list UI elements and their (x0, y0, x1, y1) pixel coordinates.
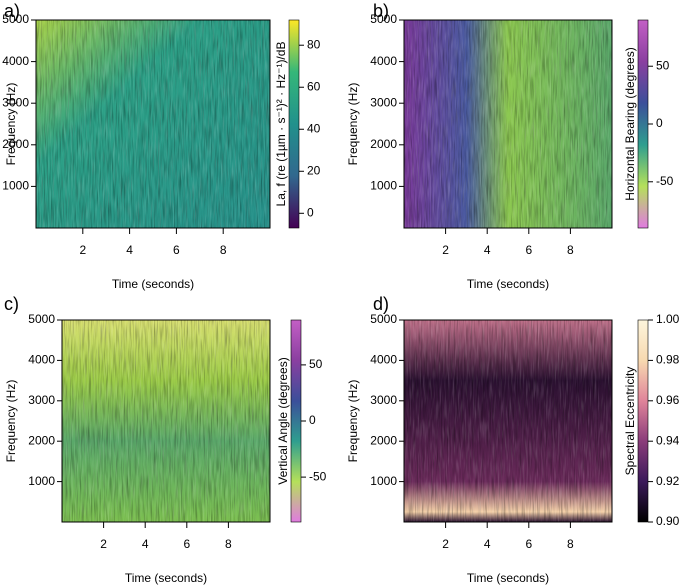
x-tick-label: 4 (484, 243, 491, 257)
x-tick-label: 4 (142, 537, 149, 551)
colorbar-tick-label: 0.96 (656, 393, 680, 407)
panel: c) 2 4 6 8 1000 2000 3000 4000 5000 Time (seconds)… (4, 294, 327, 585)
y-tick-label: 1000 (370, 474, 397, 488)
panel-label: c) (4, 294, 19, 314)
colorbar-tick-label: -50 (656, 174, 674, 188)
colorbar (290, 319, 302, 523)
y-tick-label: 3000 (370, 95, 397, 109)
x-tick-label: 8 (567, 243, 574, 257)
y-tick-label: 4000 (370, 353, 397, 367)
x-axis-label: Time (seconds) (112, 277, 194, 291)
y-tick-label: 5000 (2, 12, 29, 26)
colorbar-tick-label: 0 (656, 116, 663, 130)
y-axis-label: Frequency (Hz) (4, 83, 18, 166)
x-tick-label: 6 (525, 537, 532, 551)
x-axis-label: Time (seconds) (467, 277, 549, 291)
colorbar-tick-label: 0.90 (656, 514, 680, 528)
y-tick-label: 4000 (2, 54, 29, 68)
colorbar-label: Spectral Eccentricity (623, 367, 637, 476)
panel: d) 2 4 6 8 1000 2000 3000 4000 5000 Time (seconds)… (346, 294, 680, 585)
y-tick-label: 2000 (28, 433, 55, 447)
y-tick-label: 4000 (28, 353, 55, 367)
colorbar (288, 19, 300, 229)
x-tick-label: 4 (484, 537, 491, 551)
colorbar-tick-label: 0 (307, 205, 314, 219)
spectrogram-texture (404, 20, 612, 228)
x-axis-label: Time (seconds) (125, 571, 207, 585)
x-tick-label: 8 (567, 537, 574, 551)
colorbar-tick-label: 20 (307, 163, 321, 177)
spectrogram-texture (62, 320, 270, 522)
x-tick-label: 8 (225, 537, 232, 551)
colorbar-tick-label: 60 (307, 79, 321, 93)
y-tick-label: 3000 (28, 393, 55, 407)
y-tick-label: 2000 (370, 137, 397, 151)
panel: b) 2 4 6 8 1000 2000 3000 4000 5000 Time (seconds)… (346, 1, 673, 291)
panel-label: d) (373, 294, 389, 314)
colorbar-tick-label: 40 (307, 121, 321, 135)
plot-frame (35, 19, 271, 229)
colorbar-tick-label: -50 (309, 469, 327, 483)
colorbar-tick-label: 0.92 (656, 474, 680, 488)
panel-label: a) (4, 1, 20, 21)
x-tick-label: 2 (442, 537, 449, 551)
y-tick-label: 2000 (2, 137, 29, 151)
y-axis-label: Frequency (Hz) (346, 380, 360, 463)
y-tick-label: 3000 (2, 95, 29, 109)
y-tick-label: 1000 (28, 474, 55, 488)
plot-frame (61, 319, 271, 523)
x-tick-label: 4 (126, 243, 133, 257)
y-tick-label: 1000 (370, 179, 397, 193)
colorbar-tick-label: 50 (309, 357, 323, 371)
colorbar-tick-label: 50 (656, 58, 670, 72)
y-axis-label: Frequency (Hz) (4, 380, 18, 463)
x-tick-label: 2 (79, 243, 86, 257)
x-tick-label: 6 (525, 243, 532, 257)
x-tick-label: 2 (100, 537, 107, 551)
y-tick-label: 5000 (370, 312, 397, 326)
colorbar-tick-label: 0.94 (656, 433, 680, 447)
plot-frame (403, 19, 613, 229)
spectrogram-texture (404, 320, 612, 522)
y-tick-label: 1000 (2, 179, 29, 193)
panel: a) 2 4 6 8 1000 2000 3000 4000 5000 Time (seconds)… (2, 1, 320, 291)
colorbar-tick-label: 1.00 (656, 312, 680, 326)
x-tick-label: 6 (173, 243, 180, 257)
panel-label: b) (373, 1, 389, 21)
colorbar (637, 19, 649, 229)
plot-frame (403, 319, 613, 523)
y-tick-label: 5000 (370, 12, 397, 26)
y-axis-label: Frequency (Hz) (346, 83, 360, 166)
x-tick-label: 6 (183, 537, 190, 551)
x-tick-label: 2 (442, 243, 449, 257)
colorbar-tick-label: 80 (307, 37, 321, 51)
colorbar-label: Vertical Angle (degrees) (276, 357, 290, 484)
colorbar-label: La, f (re (1µm · s⁻¹)² · Hz⁻¹)/dB (274, 42, 288, 207)
x-axis-label: Time (seconds) (467, 571, 549, 585)
y-tick-label: 2000 (370, 433, 397, 447)
colorbar-tick-label: 0.98 (656, 353, 680, 367)
x-tick-label: 8 (220, 243, 227, 257)
y-tick-label: 4000 (370, 54, 397, 68)
y-tick-label: 5000 (28, 312, 55, 326)
colorbar (637, 319, 649, 523)
y-tick-label: 3000 (370, 393, 397, 407)
colorbar-tick-label: 0 (309, 413, 316, 427)
colorbar-label: Horizontal Bearing (degrees) (623, 47, 637, 200)
spectrogram-texture (36, 20, 270, 228)
